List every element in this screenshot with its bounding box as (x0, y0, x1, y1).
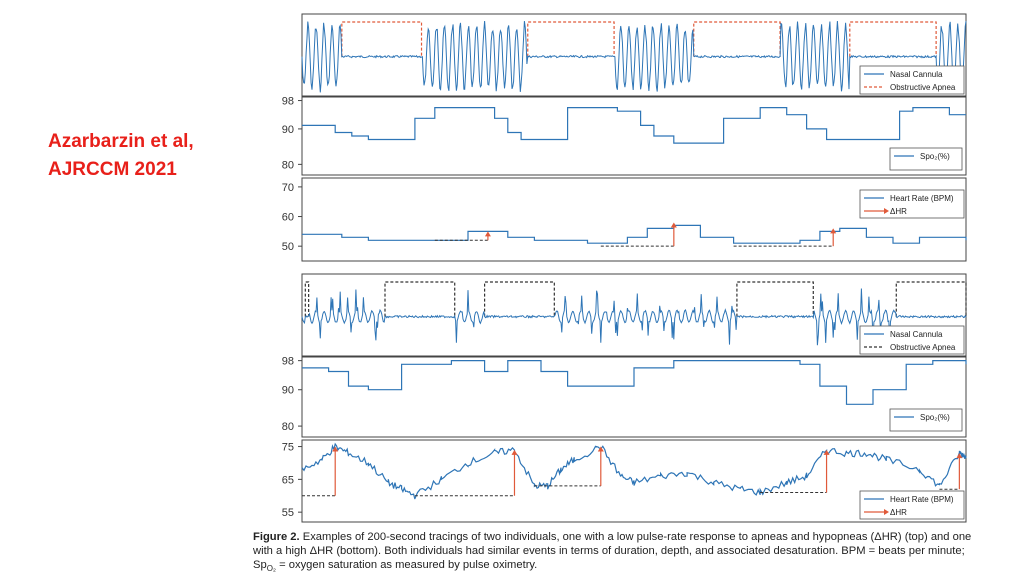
y-tick-label: 65 (282, 474, 294, 486)
apnea-event-0 (341, 21, 423, 57)
delta-hr-arrowhead-3 (823, 449, 830, 455)
nasal-cannula-line (301, 288, 967, 346)
legend: Nasal Cannula Obstructive Apnea (859, 325, 965, 355)
delta-hr-arrowhead-2 (830, 228, 837, 234)
panel-frame (301, 96, 967, 176)
apnea-event-4 (895, 281, 967, 317)
legend-box (859, 490, 965, 520)
legend: Heart Rate (BPM) ΔHR (859, 189, 965, 219)
citation-text: Azarbarzin et al, AJRCCM 2021 (48, 128, 194, 184)
y-tick-label: 50 (282, 241, 294, 253)
legend-label: Nasal Cannula (890, 70, 943, 79)
legend-label: Heart Rate (BPM) (890, 495, 954, 504)
panel-top-nasal: Nasal Cannula Obstructive Apnea (301, 13, 967, 97)
y-tick-label: 75 (282, 442, 294, 454)
y-tick-label: 55 (282, 507, 294, 519)
y-tick-label: 98 (282, 96, 294, 108)
legend-label: ΔHR (890, 508, 907, 517)
delta-hr-arrowhead-0 (332, 446, 339, 452)
legend-arrowhead (884, 208, 889, 214)
caption-text: Examples of 200-second tracings of two i… (253, 531, 972, 571)
legend-label: ΔHR (890, 207, 907, 216)
nasal-cannula-line (301, 20, 967, 93)
panel-top-hr: 50 60 70 Heart Rate (BPM) ΔHR (282, 177, 967, 262)
panel-bottom-nasal: Nasal Cannula Obstructive Apnea (301, 273, 967, 357)
legend-box (859, 325, 965, 355)
caption-tail: = oxygen saturation as measured by pulse… (276, 559, 538, 571)
legend: Nasal Cannula Obstructive Apnea (859, 65, 965, 95)
legend-box (889, 147, 963, 171)
legend-arrowhead (884, 509, 889, 515)
panel-bottom-spo2: 80 90 98 Spo₂(%) (282, 356, 967, 438)
legend-box (859, 189, 965, 219)
spo2-line (302, 106, 966, 144)
legend-label: Heart Rate (BPM) (890, 194, 954, 203)
y-tick-label: 80 (282, 421, 294, 433)
apnea-event-1 (384, 281, 456, 317)
delta-hr-arrowhead-4 (956, 453, 963, 459)
citation-line-2: AJRCCM 2021 (48, 159, 177, 180)
legend-box (889, 408, 963, 432)
y-tick-label: 90 (282, 124, 294, 136)
delta-hr-arrowhead-1 (670, 222, 677, 228)
apnea-event-1 (527, 21, 615, 57)
y-tick-label: 60 (282, 212, 294, 224)
apnea-event-3 (736, 281, 814, 317)
apnea-event-2 (484, 281, 555, 317)
panel-top-spo2: 80 90 98 Spo₂(%) (282, 96, 967, 176)
panel-bottom-hr: 55 65 75 Heart Rate (BPM) ΔHR (282, 439, 967, 523)
legend-label: Spo₂(%) (920, 413, 950, 422)
legend-label: Spo₂(%) (920, 152, 950, 161)
legend: Spo₂(%) (889, 408, 963, 432)
spo2-line (302, 360, 967, 405)
caption-label: Figure 2. (253, 531, 300, 543)
legend-box (859, 65, 965, 95)
legend-label: Nasal Cannula (890, 330, 943, 339)
apnea-event-0 (304, 281, 310, 317)
y-tick-label: 90 (282, 385, 294, 397)
y-tick-label: 70 (282, 182, 294, 194)
delta-hr-arrowhead-1 (511, 449, 518, 455)
heart-rate-line (301, 442, 967, 500)
delta-hr-arrowhead-2 (597, 446, 604, 452)
citation-line-1: Azarbarzin et al, (48, 131, 194, 152)
figure-caption: Figure 2. Examples of 200-second tracing… (253, 530, 988, 576)
delta-hr-arrowhead-0 (484, 231, 491, 237)
y-tick-label: 98 (282, 356, 294, 368)
apnea-event-2 (693, 21, 781, 57)
panel-frame (301, 177, 967, 262)
legend: Spo₂(%) (889, 147, 963, 171)
legend-label: Obstructive Apnea (890, 343, 956, 352)
legend-label: Obstructive Apnea (890, 83, 956, 92)
legend: Heart Rate (BPM) ΔHR (859, 490, 965, 520)
caption-subscript: O₂ (266, 564, 277, 574)
apnea-event-3 (849, 21, 937, 57)
y-tick-label: 80 (282, 159, 294, 171)
